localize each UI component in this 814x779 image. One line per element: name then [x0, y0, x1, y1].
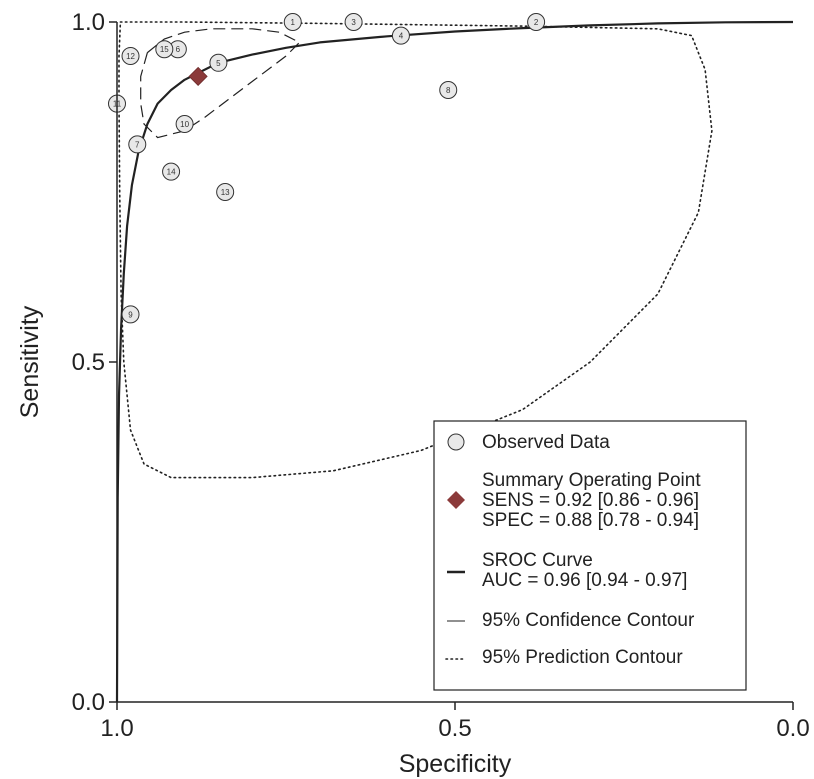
x-axis-title: Specificity [399, 750, 512, 778]
legend: Observed Data Summary Operating PointSENS… [433, 420, 747, 691]
observed-point-label: 5 [216, 59, 221, 68]
x-tick-label: 1.0 [100, 715, 133, 742]
legend-text: SPEC = 0.88 [0.78 - 0.94] [482, 510, 699, 531]
observed-point-label: 12 [126, 52, 135, 61]
legend-text: 95% Confidence Contour [482, 610, 695, 631]
tick-marks: 1.0 0.5 0.0 0.0 0.5 1.0 [72, 9, 810, 742]
observed-point-label: 3 [351, 18, 356, 27]
observed-point-label: 7 [135, 140, 140, 149]
y-axis-title: Sensitivity [16, 305, 44, 418]
observed-point-14 [162, 162, 181, 181]
prediction-contour [118, 21, 713, 479]
summary-operating-point [188, 66, 208, 86]
observed-point-label: 6 [176, 45, 181, 54]
observed-point-label: 14 [167, 168, 176, 177]
observed-point-10 [175, 115, 194, 133]
observed-point-12 [121, 47, 140, 65]
observed-point-2 [527, 13, 546, 31]
legend-text: SENS = 0.92 [0.86 - 0.96] [482, 490, 699, 511]
y-tick-label: 0.0 [72, 689, 105, 716]
legend-text: Observed Data [482, 432, 610, 453]
legend-symbol-observed [447, 433, 465, 451]
legend-text: 95% Prediction Contour [482, 647, 683, 668]
observed-point-label: 13 [221, 188, 230, 197]
legend-text: Summary Operating Point [482, 470, 701, 491]
observed-point-1 [283, 13, 302, 31]
observed-point-4 [391, 26, 410, 45]
legend-symbol-summary [447, 491, 465, 509]
observed-point-label: 1 [291, 18, 296, 27]
observed-point-label: 8 [446, 86, 451, 95]
legend-text: AUC = 0.96 [0.94 - 0.97] [482, 570, 687, 591]
observed-point-7 [128, 135, 147, 154]
observed-point-label: 10 [180, 120, 189, 129]
y-tick-label: 1.0 [72, 9, 105, 36]
observed-point-label: 2 [534, 18, 539, 27]
x-tick-label: 0.0 [776, 715, 809, 742]
x-tick-label: 0.5 [438, 715, 471, 742]
plot-area: 123456789101112131415 [108, 13, 794, 703]
observed-point-13 [216, 183, 235, 201]
observed-point-label: 15 [160, 45, 169, 54]
legend-box [433, 420, 747, 691]
observed-point-9 [121, 305, 140, 324]
observed-point-15 [155, 40, 174, 59]
legend-text: SROC Curve [482, 550, 593, 571]
observed-point-label: 4 [399, 32, 404, 41]
confidence-contour [140, 28, 301, 139]
y-tick-label: 0.5 [72, 349, 105, 376]
observed-point-5 [209, 53, 228, 72]
observed-point-label: 9 [128, 310, 133, 319]
observed-point-3 [344, 13, 363, 31]
observed-point-8 [439, 81, 458, 99]
